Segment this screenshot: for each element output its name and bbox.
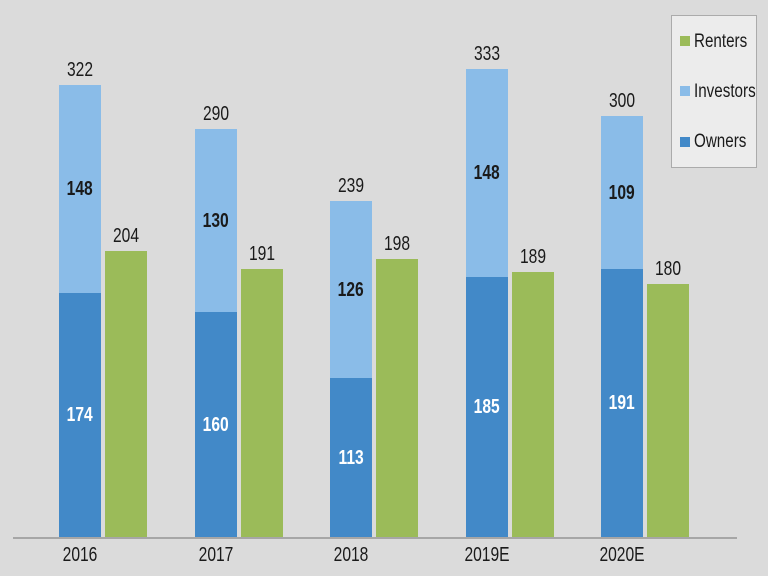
investors-bar-segment: 148 [59, 85, 101, 293]
stack-total-label: 322 [66, 59, 94, 81]
renters-value-label: 180 [654, 258, 682, 280]
owners-bar-segment: 160 [195, 312, 237, 537]
owners-bar-segment: 174 [59, 293, 101, 537]
renters-value-label: 204 [112, 225, 140, 247]
investors-bar-segment: 126 [330, 201, 372, 378]
owners-value-label: 160 [202, 413, 230, 436]
legend-swatch [680, 86, 690, 97]
renters-bar [647, 284, 689, 537]
renters-bar [241, 269, 283, 537]
legend-item-label: Renters [694, 30, 748, 52]
renters-bar [105, 251, 147, 537]
category-label: 2017 [198, 544, 234, 566]
owners-value-label: 113 [338, 446, 364, 469]
renters-value-label: 191 [248, 243, 276, 265]
renters-value-label: 198 [383, 233, 411, 255]
category-label: 2018 [333, 544, 369, 566]
owners-value-label: 185 [473, 396, 501, 418]
investors-value-label: 109 [608, 181, 636, 204]
category-label: 2016 [62, 544, 98, 566]
renters-bar [376, 259, 418, 537]
renters-bar [512, 272, 554, 537]
stack-total-label: 333 [473, 43, 501, 65]
legend-item-owners: Owners [680, 132, 756, 151]
legend-item-label: Owners [694, 131, 747, 153]
stack-total-label: 239 [337, 175, 365, 197]
stack-total-label: 300 [608, 90, 636, 112]
legend-item-label: Investors [694, 80, 756, 102]
legend-swatch [680, 36, 690, 47]
investors-value-label: 126 [337, 278, 365, 301]
owners-bar-segment: 113 [330, 378, 372, 537]
category-label: 2020E [599, 544, 645, 566]
legend-swatch [680, 136, 690, 147]
renters-value-label: 189 [519, 246, 547, 268]
stack-total-label: 290 [202, 103, 230, 125]
legend: Renters Investors Owners [671, 15, 757, 168]
owners-value-label: 174 [66, 404, 94, 426]
legend-item-investors: Investors [680, 82, 756, 101]
investors-bar-segment: 109 [601, 116, 643, 269]
investors-value-label: 148 [66, 178, 94, 200]
investors-bar-segment: 148 [466, 69, 508, 277]
owners-bar-segment: 185 [466, 277, 508, 537]
investors-value-label: 148 [473, 162, 501, 184]
category-label: 2019E [464, 544, 510, 566]
owners-value-label: 191 [608, 392, 636, 414]
investors-bar-segment: 130 [195, 129, 237, 312]
legend-item-renters: Renters [680, 32, 756, 51]
investors-value-label: 130 [202, 209, 230, 232]
x-axis-baseline [13, 537, 737, 539]
owners-bar-segment: 191 [601, 269, 643, 537]
